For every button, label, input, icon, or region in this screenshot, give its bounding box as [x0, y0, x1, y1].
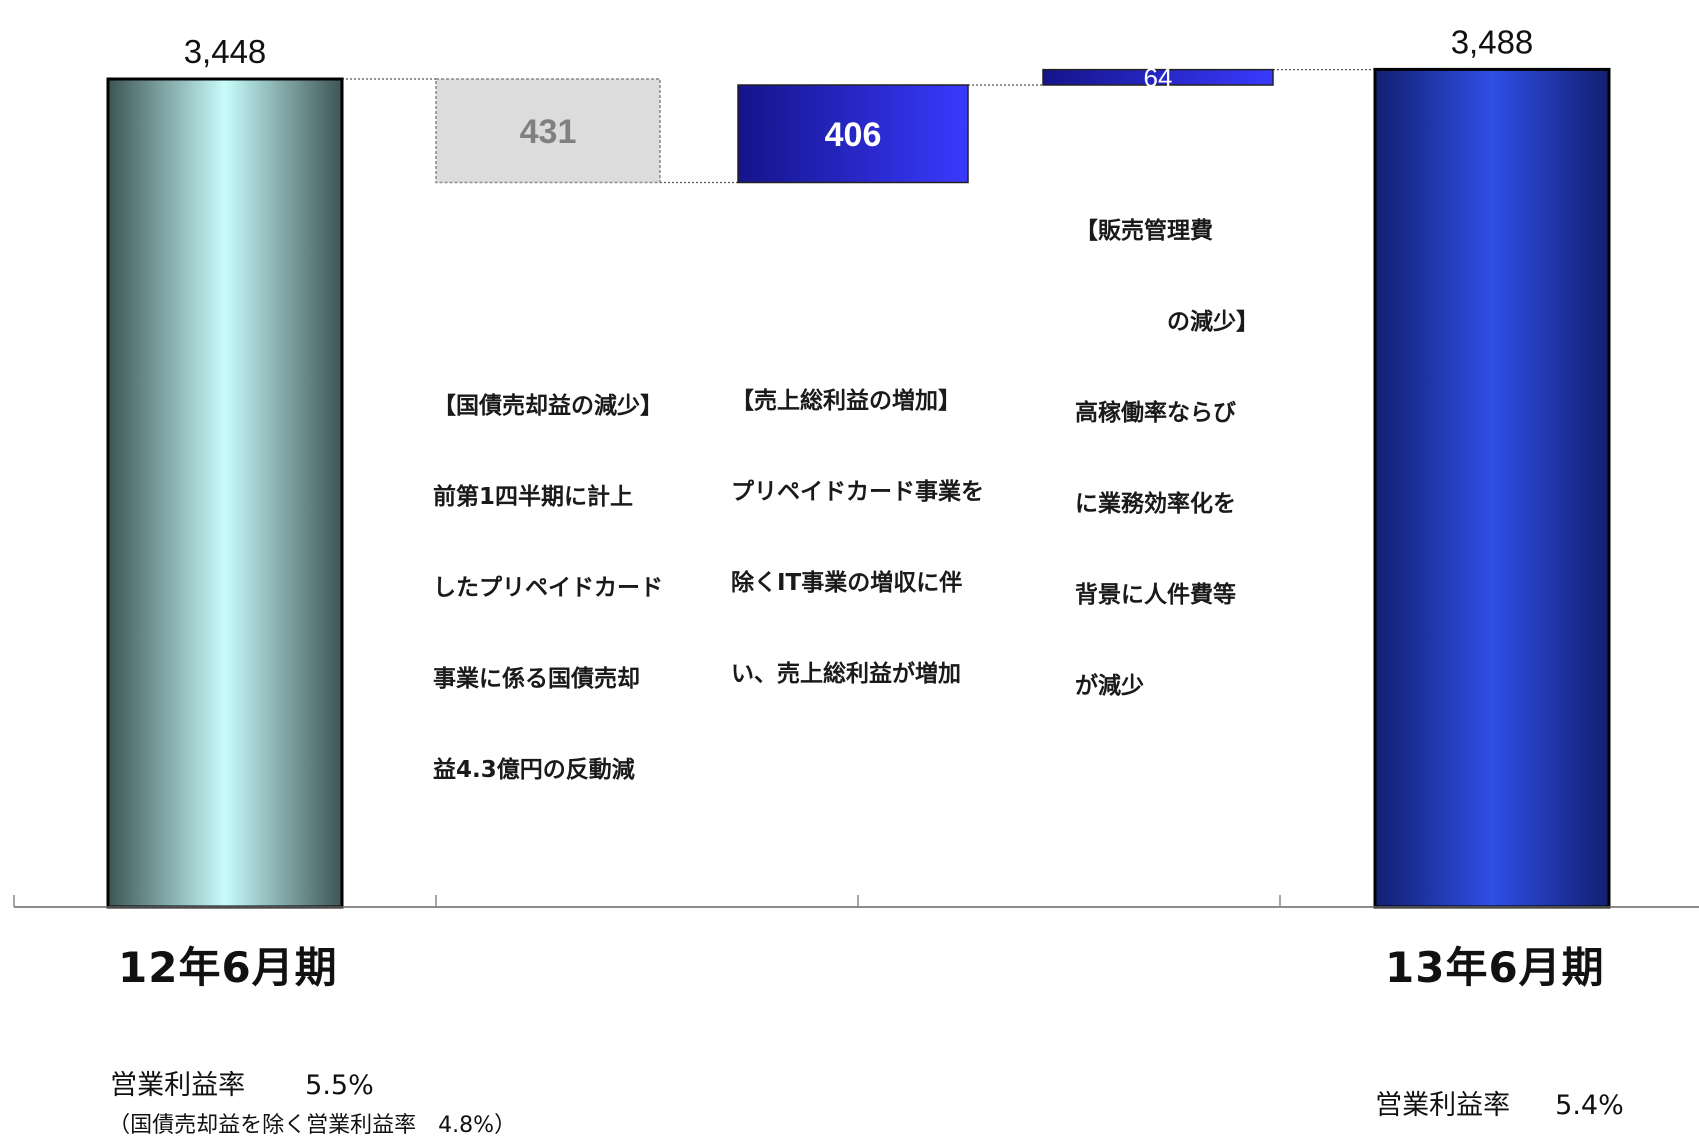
period-label-left: 12年6月期	[118, 943, 338, 992]
bar-value-label: 64	[1144, 62, 1173, 92]
annotation-line: 前第1四半期に計上	[433, 483, 634, 510]
operating-margin-label: 営業利益率	[110, 1069, 246, 1101]
total-bar	[106, 77, 344, 909]
period-label-right: 13年6月期	[1385, 943, 1605, 992]
annotation-line: 益4.3億円の反動減	[433, 757, 635, 784]
bar-value-label: 431	[520, 113, 577, 151]
operating-margin-label: 営業利益率	[1375, 1089, 1511, 1121]
annotation-line: 高稼働率ならび	[1075, 399, 1236, 426]
operating-margin-note: （国債売却益を除く営業利益率 4.8%）	[108, 1112, 517, 1138]
operating-margin-value: 5.5%	[305, 1069, 374, 1101]
annotation-line: 除くIT事業の増収に伴	[731, 569, 963, 596]
operating-margin-value: 5.4%	[1555, 1089, 1624, 1121]
bar-value-label: 3,488	[1451, 23, 1534, 60]
operating-margin-note-left: （国債売却益を除く営業利益率 4.8%）	[91, 1070, 516, 1141]
decrease-bar	[435, 78, 661, 184]
annotation-line: の減少】	[1075, 308, 1259, 335]
increase-bar	[737, 84, 969, 184]
bar-value-label: 406	[825, 116, 882, 154]
annotation-line: 事業に係る国債売却	[433, 665, 640, 692]
annotation-sga-decrease: 【販売管理費 の減少】 高稼働率ならび に業務効率化を 背景に人件費等 が減少	[1075, 155, 1259, 732]
annotation-bond-gain-decrease: 【国債売却益の減少】 前第1四半期に計上 したプリペイドカード 事業に係る国債売…	[433, 330, 663, 816]
annotation-line: 【販売管理費	[1075, 217, 1213, 244]
waterfall-chart: 3,448 431 406 64 3,488	[13, 23, 1699, 909]
annotation-line: 背景に人件費等	[1075, 582, 1236, 609]
annotation-line: い、売上総利益が増加	[731, 660, 961, 687]
annotation-line: したプリペイドカード	[433, 574, 663, 601]
bar-value-label: 3,448	[184, 33, 267, 70]
annotation-line: 【国債売却益の減少】	[433, 392, 663, 419]
operating-margin-left: 営業利益率 5.5%	[93, 1032, 374, 1103]
annotation-line: プリペイドカード事業を	[731, 478, 984, 505]
annotation-line: が減少	[1075, 673, 1144, 700]
operating-margin-right: 営業利益率 5.4%	[1358, 1052, 1624, 1123]
total-bar	[1373, 67, 1611, 909]
annotation-line: 【売上総利益の増加】	[731, 387, 961, 414]
annotation-line: に業務効率化を	[1075, 490, 1236, 517]
increase-bar	[1042, 68, 1274, 86]
annotation-gross-profit-increase: 【売上総利益の増加】 プリペイドカード事業を 除くIT事業の増収に伴 い、売上総…	[731, 325, 984, 720]
